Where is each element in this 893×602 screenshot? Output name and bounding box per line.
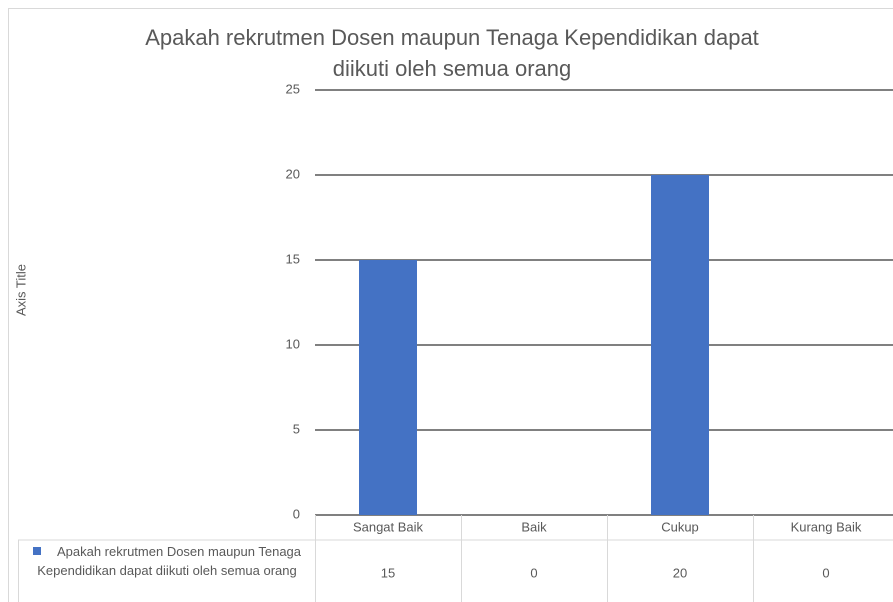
y-tick-label: 5 [293,421,300,436]
x-tick-label: Baik [521,519,547,534]
x-tick-label: Sangat Baik [353,519,424,534]
y-tick-label: 25 [286,81,300,96]
chart-title: Apakah rekrutmen Dosen maupun Tenaga Kep… [145,25,759,81]
y-tick-label: 0 [293,506,300,521]
table-value: 0 [822,565,829,580]
x-tick-label: Cukup [661,519,699,534]
table-value: 20 [673,565,687,580]
legend-entry: Apakah rekrutmen Dosen maupun Tenaga Kep… [22,542,312,580]
bar [651,175,709,515]
y-axis-title: Axis Title [13,264,28,316]
table-value: 0 [530,565,537,580]
y-tick-label: 15 [286,251,300,266]
legend-label: Apakah rekrutmen Dosen maupun Tenaga Kep… [37,544,302,578]
chart-border [8,8,893,602]
x-tick-label: Kurang Baik [791,519,862,534]
bar [359,260,417,515]
table-value: 15 [381,565,395,580]
y-tick-label: 10 [286,336,300,351]
legend-key [32,547,41,555]
y-tick-label: 20 [286,166,300,181]
